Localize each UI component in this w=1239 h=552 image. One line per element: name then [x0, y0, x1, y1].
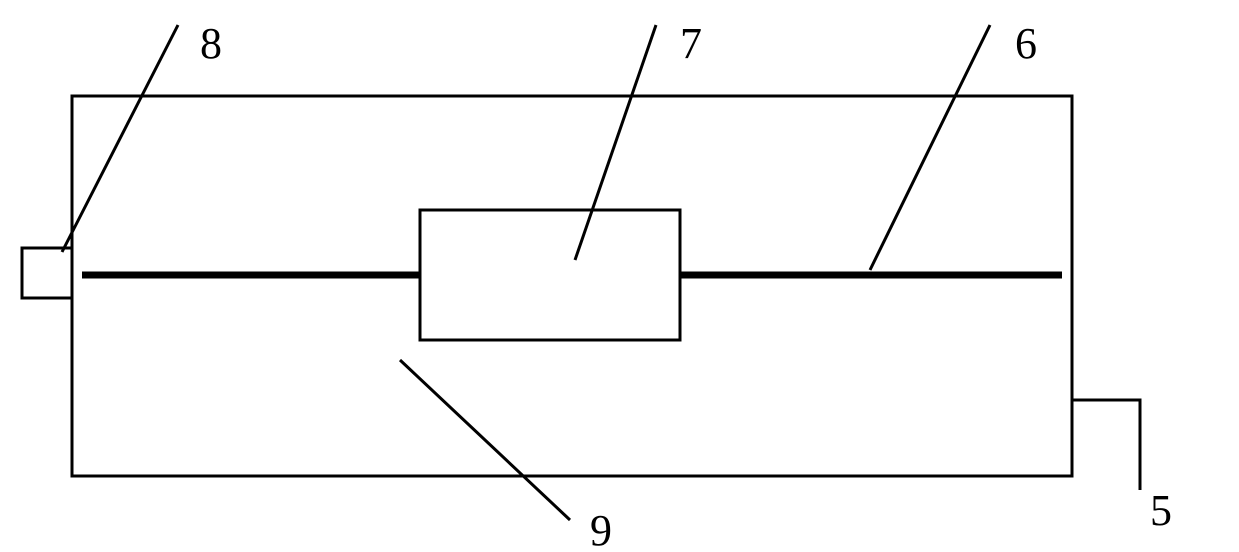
callout-5-leader — [1072, 400, 1140, 490]
callout-9-label: 9 — [590, 506, 612, 552]
left-port-block — [22, 248, 72, 298]
callout-9-leader — [400, 360, 570, 520]
engineering-diagram: 8 7 6 9 5 — [0, 0, 1239, 552]
callout-5-label: 5 — [1150, 486, 1172, 535]
callout-8-label: 8 — [200, 19, 222, 68]
callout-8-leader — [62, 25, 178, 252]
callout-6-label: 6 — [1015, 19, 1037, 68]
center-block — [420, 210, 680, 340]
callout-7-label: 7 — [680, 19, 702, 68]
callout-6-leader — [870, 25, 990, 270]
